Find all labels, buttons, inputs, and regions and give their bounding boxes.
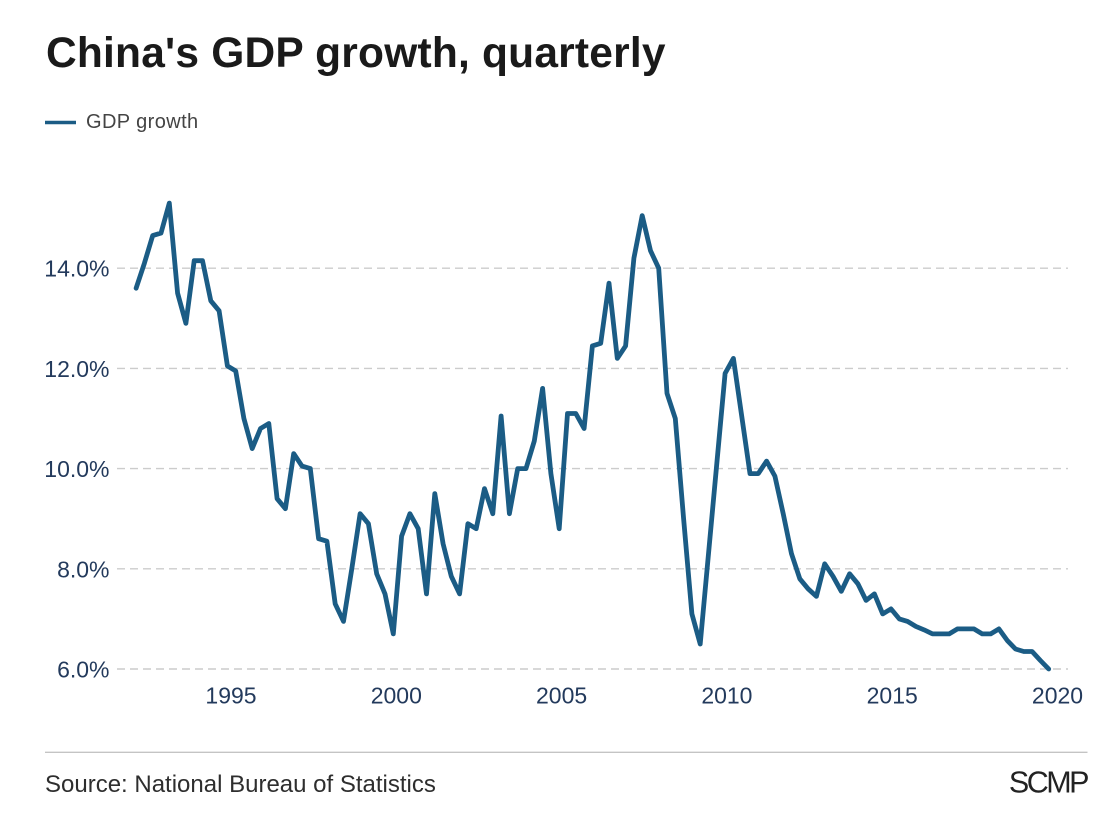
svg-text:2010: 2010 [701,683,752,709]
svg-text:2015: 2015 [867,683,918,709]
svg-text:12.0%: 12.0% [44,356,109,382]
svg-text:2005: 2005 [536,683,587,709]
svg-text:2000: 2000 [371,683,422,709]
svg-text:6.0%: 6.0% [57,657,109,683]
svg-text:14.0%: 14.0% [44,256,109,282]
svg-text:8.0%: 8.0% [57,556,109,582]
svg-text:SCMP: SCMP [1009,766,1088,800]
svg-text:China's GDP growth, quarterly: China's GDP growth, quarterly [46,30,666,77]
svg-text:2020: 2020 [1032,683,1083,709]
svg-text:GDP growth: GDP growth [86,111,199,133]
svg-text:1995: 1995 [205,683,256,709]
svg-text:10.0%: 10.0% [44,456,109,482]
svg-text:Source: National Bureau of Sta: Source: National Bureau of Statistics [45,771,436,798]
